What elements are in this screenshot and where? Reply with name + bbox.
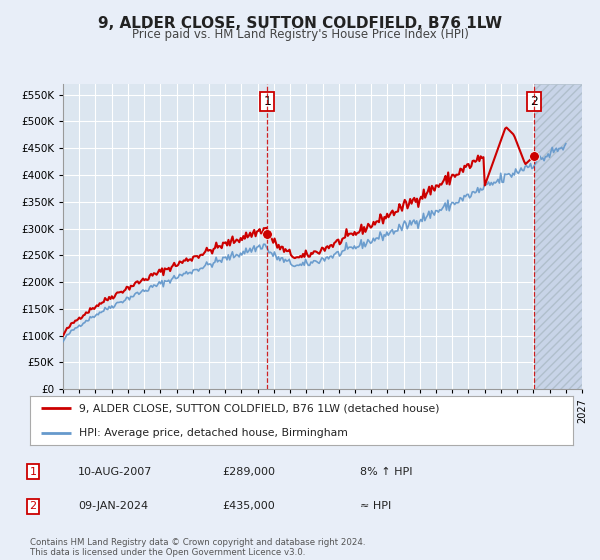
Text: 2: 2 bbox=[530, 95, 538, 108]
Text: £289,000: £289,000 bbox=[222, 466, 275, 477]
Text: 1: 1 bbox=[263, 95, 271, 108]
Text: 1: 1 bbox=[29, 466, 37, 477]
Text: 9, ALDER CLOSE, SUTTON COLDFIELD, B76 1LW: 9, ALDER CLOSE, SUTTON COLDFIELD, B76 1L… bbox=[98, 16, 502, 31]
Text: 10-AUG-2007: 10-AUG-2007 bbox=[78, 466, 152, 477]
Text: HPI: Average price, detached house, Birmingham: HPI: Average price, detached house, Birm… bbox=[79, 428, 348, 438]
Text: 8% ↑ HPI: 8% ↑ HPI bbox=[360, 466, 413, 477]
Text: 2: 2 bbox=[29, 501, 37, 511]
Bar bbox=[534, 84, 582, 389]
Text: ≈ HPI: ≈ HPI bbox=[360, 501, 391, 511]
Text: Price paid vs. HM Land Registry's House Price Index (HPI): Price paid vs. HM Land Registry's House … bbox=[131, 28, 469, 41]
Text: 9, ALDER CLOSE, SUTTON COLDFIELD, B76 1LW (detached house): 9, ALDER CLOSE, SUTTON COLDFIELD, B76 1L… bbox=[79, 403, 439, 413]
Text: £435,000: £435,000 bbox=[222, 501, 275, 511]
Text: Contains HM Land Registry data © Crown copyright and database right 2024.
This d: Contains HM Land Registry data © Crown c… bbox=[30, 538, 365, 557]
Text: 09-JAN-2024: 09-JAN-2024 bbox=[78, 501, 148, 511]
